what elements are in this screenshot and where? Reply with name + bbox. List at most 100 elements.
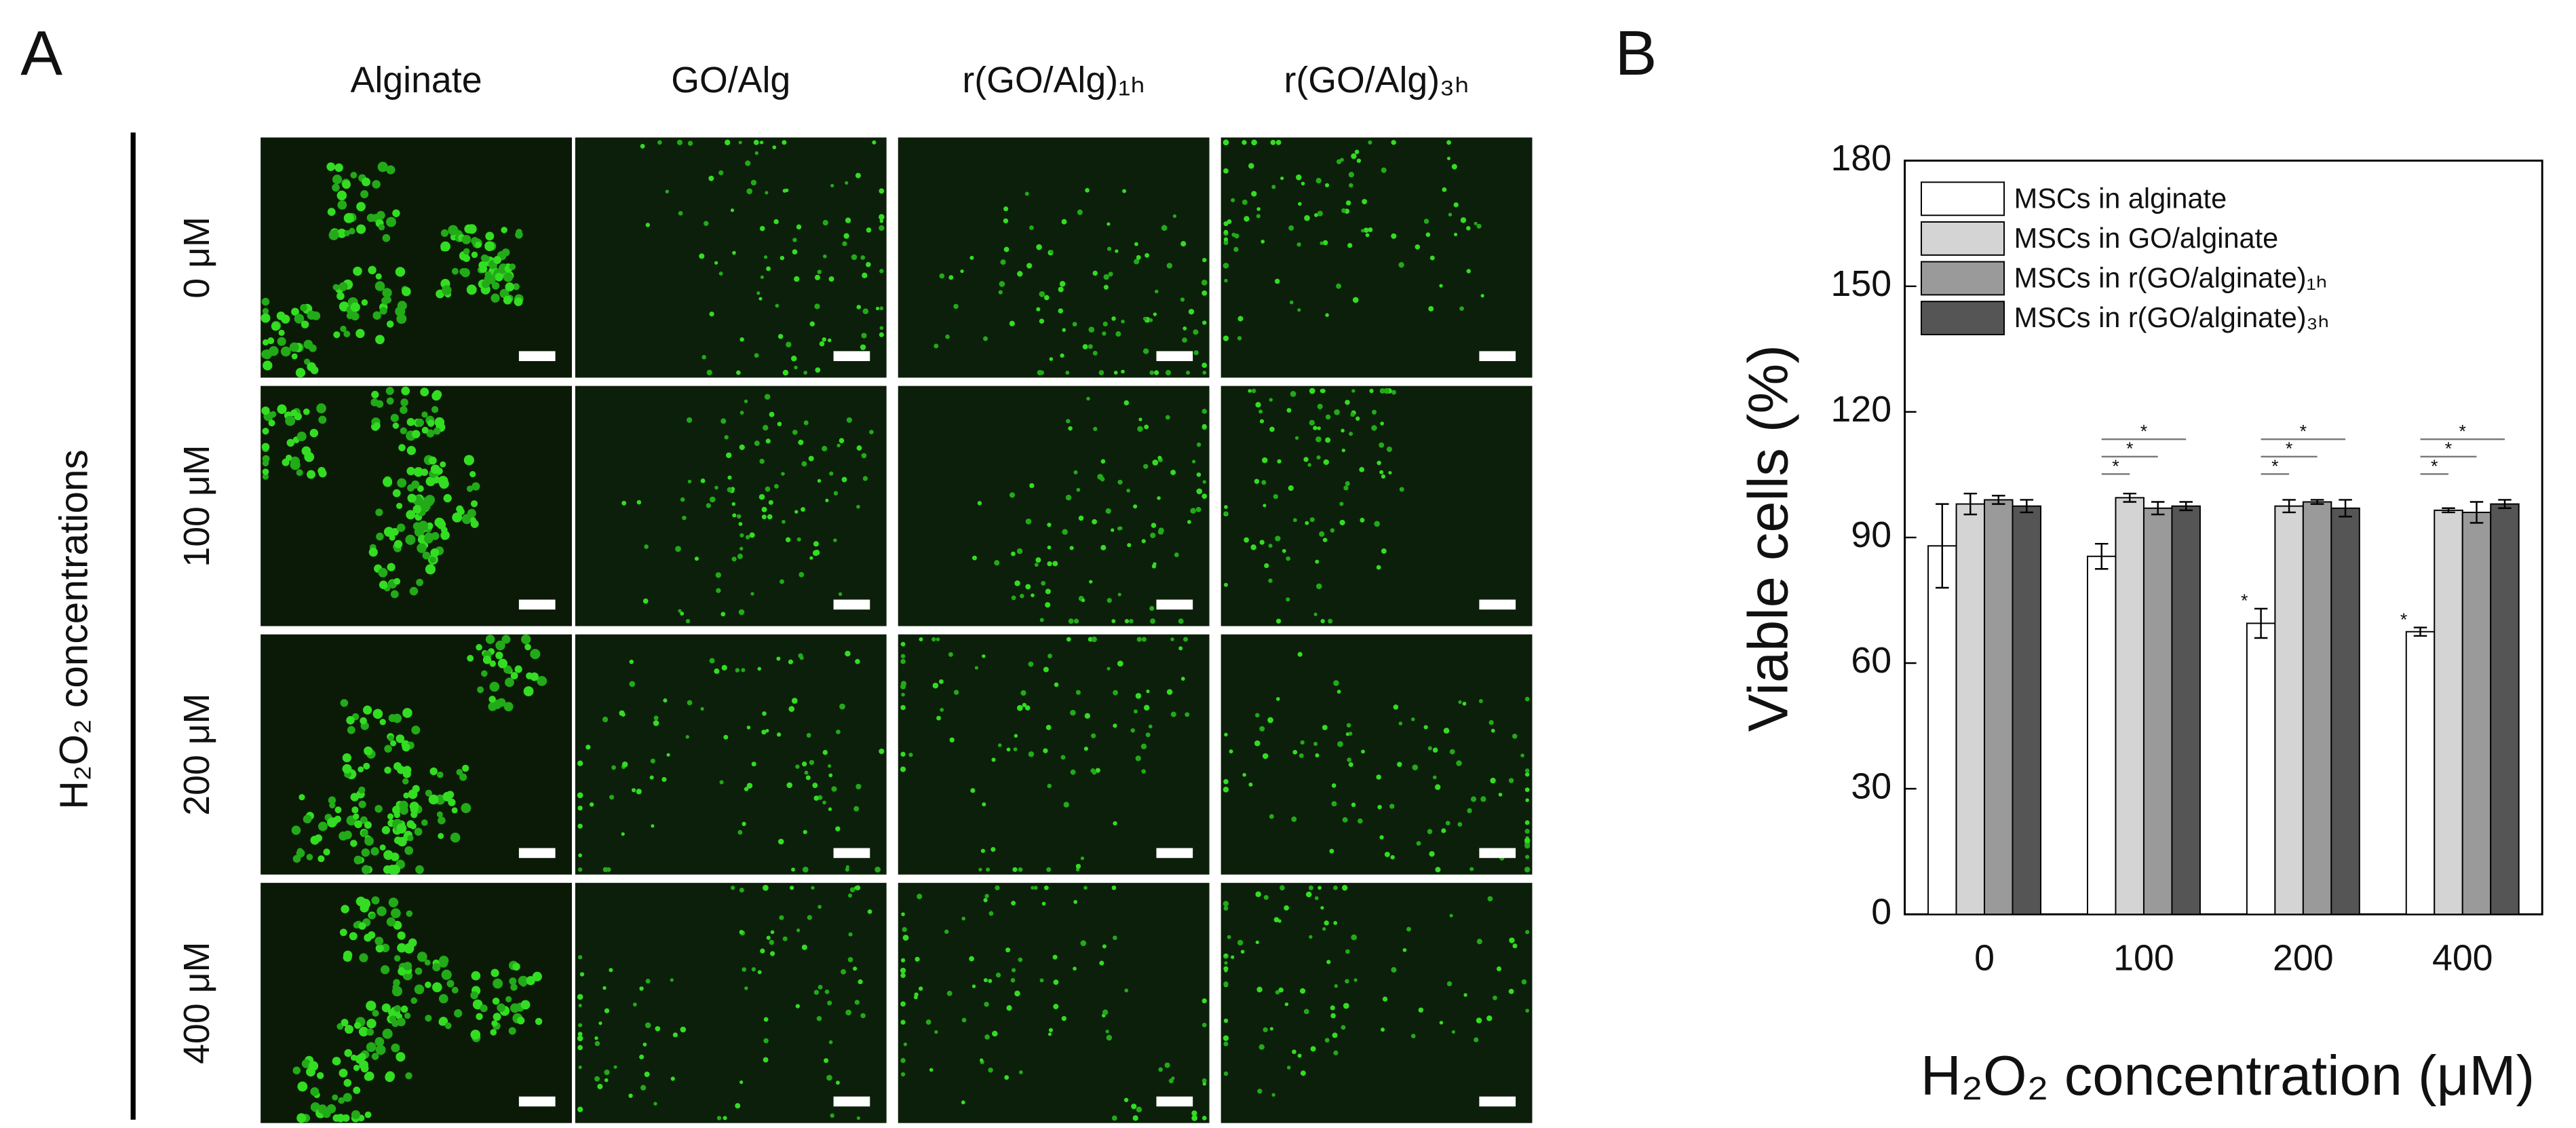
cell bbox=[782, 520, 786, 524]
cell bbox=[454, 1009, 463, 1018]
cell bbox=[262, 473, 269, 480]
cell bbox=[1223, 1018, 1229, 1023]
cell bbox=[1058, 286, 1064, 293]
cell bbox=[1410, 717, 1415, 721]
cell bbox=[358, 922, 366, 930]
cell bbox=[1254, 740, 1261, 747]
cell bbox=[680, 497, 685, 502]
cell bbox=[861, 453, 867, 459]
cell bbox=[1445, 821, 1450, 826]
legend-swatch bbox=[1921, 261, 2005, 296]
cell bbox=[353, 1064, 360, 1072]
cell bbox=[1300, 740, 1305, 745]
cell bbox=[1158, 1067, 1164, 1072]
cell bbox=[406, 910, 413, 917]
bar bbox=[2490, 503, 2520, 916]
cell bbox=[765, 191, 769, 195]
cell bbox=[827, 338, 832, 343]
cell bbox=[285, 415, 296, 426]
cell bbox=[670, 978, 674, 982]
cell bbox=[344, 1049, 353, 1057]
bar bbox=[2115, 497, 2145, 916]
cell bbox=[801, 761, 807, 767]
cell bbox=[948, 275, 954, 280]
cell bbox=[1432, 775, 1437, 780]
cell bbox=[262, 307, 269, 315]
cell bbox=[371, 896, 380, 905]
cell bbox=[577, 760, 583, 766]
cell bbox=[1317, 426, 1321, 430]
cell bbox=[1165, 415, 1170, 420]
cell bbox=[306, 854, 313, 861]
cell bbox=[929, 1068, 934, 1072]
cell bbox=[739, 888, 744, 893]
cell bbox=[353, 266, 362, 276]
scale-bar bbox=[1156, 599, 1193, 610]
cell bbox=[1117, 660, 1123, 667]
cell bbox=[514, 297, 523, 307]
cell bbox=[738, 140, 742, 145]
cell bbox=[1062, 328, 1066, 333]
cell bbox=[332, 1057, 341, 1066]
cell bbox=[1196, 442, 1202, 447]
cell bbox=[364, 933, 372, 942]
cell bbox=[856, 1116, 860, 1120]
cell bbox=[1462, 701, 1467, 706]
cell bbox=[417, 485, 424, 492]
cell bbox=[470, 991, 478, 1000]
cell bbox=[1490, 777, 1496, 784]
cell bbox=[816, 1016, 822, 1021]
cell bbox=[1141, 539, 1146, 544]
cell bbox=[1363, 227, 1369, 233]
cell bbox=[709, 496, 716, 503]
cell bbox=[461, 803, 472, 814]
cell bbox=[767, 514, 773, 520]
scale-bar bbox=[833, 351, 870, 362]
cell bbox=[1185, 712, 1190, 717]
cell bbox=[346, 715, 355, 725]
cell bbox=[1170, 470, 1176, 476]
cell bbox=[1301, 181, 1305, 186]
cell bbox=[578, 955, 583, 960]
cell bbox=[1010, 977, 1016, 983]
cell bbox=[1111, 619, 1116, 624]
cell bbox=[379, 580, 388, 590]
cell bbox=[391, 527, 399, 536]
cell bbox=[822, 749, 828, 755]
cell bbox=[263, 360, 273, 371]
significance-label: * bbox=[2271, 456, 2279, 476]
cell bbox=[280, 346, 291, 357]
cell bbox=[1111, 528, 1115, 532]
cell bbox=[1013, 747, 1018, 751]
cell bbox=[404, 846, 414, 855]
cell bbox=[518, 975, 528, 986]
cell bbox=[434, 517, 444, 527]
cell bbox=[1122, 189, 1127, 193]
cell bbox=[988, 911, 994, 916]
cell bbox=[1193, 350, 1199, 356]
cell bbox=[1318, 886, 1322, 890]
cell bbox=[1315, 559, 1320, 564]
cell bbox=[1310, 1046, 1316, 1052]
cell bbox=[1250, 544, 1256, 550]
cell bbox=[343, 331, 351, 337]
cell bbox=[753, 140, 758, 145]
cell bbox=[934, 343, 939, 349]
cell bbox=[1024, 191, 1029, 196]
cell bbox=[1095, 768, 1100, 773]
cell bbox=[1322, 724, 1328, 730]
cell bbox=[1045, 588, 1051, 595]
cell bbox=[1524, 838, 1531, 844]
cell bbox=[746, 535, 750, 540]
cell bbox=[782, 936, 788, 941]
cell bbox=[396, 734, 405, 743]
cell bbox=[925, 1019, 931, 1025]
cell bbox=[456, 505, 463, 513]
cell bbox=[1065, 494, 1072, 501]
cell bbox=[1383, 388, 1390, 394]
cell bbox=[412, 522, 421, 531]
cell bbox=[339, 282, 348, 291]
cell bbox=[1100, 544, 1107, 550]
cell bbox=[739, 546, 744, 551]
cell bbox=[1341, 884, 1348, 891]
